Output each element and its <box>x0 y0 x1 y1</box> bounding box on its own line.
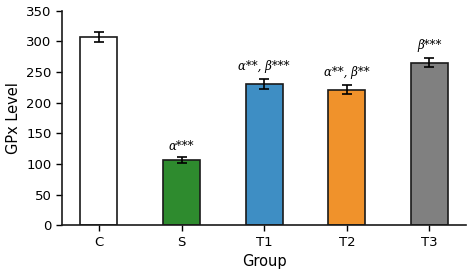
Bar <box>245 84 283 226</box>
X-axis label: Group: Group <box>242 254 287 270</box>
Text: α**, β**: α**, β** <box>324 66 370 79</box>
Bar <box>80 37 118 225</box>
Text: α**, β***: α**, β*** <box>238 60 290 73</box>
Bar <box>163 160 200 226</box>
Y-axis label: GPx Level: GPx Level <box>6 82 21 154</box>
Text: β***: β*** <box>417 39 442 52</box>
Text: α***: α*** <box>169 140 194 153</box>
Bar <box>328 90 365 226</box>
Bar <box>411 63 448 226</box>
